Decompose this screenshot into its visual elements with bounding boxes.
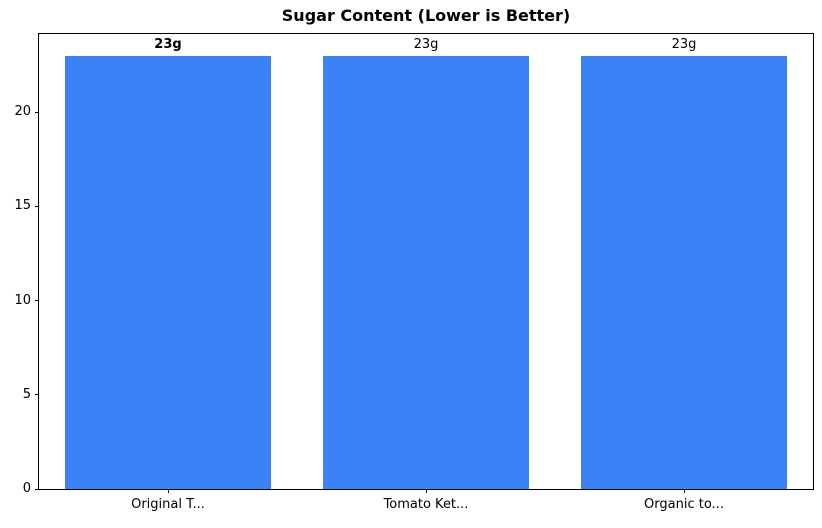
y-tick-mark xyxy=(35,300,39,302)
x-tick-label: Tomato Ket... xyxy=(383,497,469,512)
y-tick-mark xyxy=(35,394,39,396)
y-tick-label: 5 xyxy=(22,386,31,402)
y-tick-label: 10 xyxy=(14,292,31,308)
x-tick-mark xyxy=(167,489,169,493)
bar xyxy=(64,55,272,489)
y-tick-mark xyxy=(35,488,39,490)
y-tick-label: 15 xyxy=(14,198,31,214)
chart-title: Sugar Content (Lower is Better) xyxy=(281,6,571,25)
bar xyxy=(322,55,530,489)
y-tick-label: 20 xyxy=(14,104,31,120)
y-tick-mark xyxy=(35,205,39,207)
bar xyxy=(580,55,788,489)
bar-value-label: 23g xyxy=(671,36,697,52)
bar-value-label: 23g xyxy=(154,36,182,52)
x-tick-label: Organic to... xyxy=(644,497,724,512)
x-tick-label: Original T... xyxy=(131,497,205,512)
x-tick-mark xyxy=(683,489,685,493)
y-tick-mark xyxy=(35,111,39,113)
bar-value-label: 23g xyxy=(413,36,439,52)
plot-area: 0 5 10 15 20 23g Original T... 23g Tomato Ket...… xyxy=(14,33,814,512)
x-tick-mark xyxy=(425,489,427,493)
y-tick-label: 0 xyxy=(22,481,31,496)
